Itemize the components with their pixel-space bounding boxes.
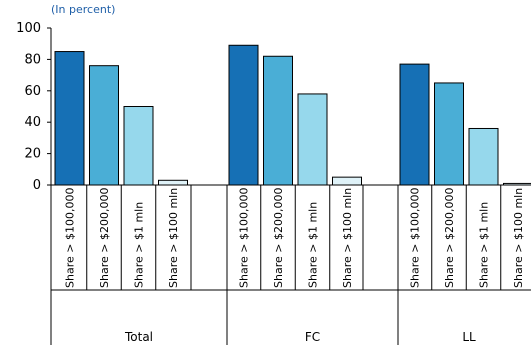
category-label: Share > $100 mln (167, 188, 180, 288)
group-label: LL (462, 330, 476, 344)
category-label: Share > $200,000 (272, 188, 285, 288)
y-tick-label: 40 (24, 115, 41, 130)
category-label: Share > $100 mln (341, 188, 354, 288)
category-label: Share > $100,000 (409, 188, 422, 288)
category-label: Share > $100,000 (238, 188, 251, 288)
bar (158, 179, 188, 186)
chart-subtitle: (In percent) (51, 3, 115, 16)
bar (228, 44, 259, 186)
category-label: Share > $1 mln (478, 202, 491, 288)
x-axis: Share > $100,000 Share > $200,000 Share > … (50, 184, 531, 345)
bar (263, 55, 293, 186)
category-label: Share > $100,000 (64, 188, 77, 288)
category-label: Share > $1 mln (133, 202, 146, 288)
category-label: Share > $200,000 (98, 188, 111, 288)
bar (123, 106, 154, 186)
bar (399, 63, 430, 186)
y-tick-label: 20 (24, 147, 41, 162)
y-tick-label: 100 (16, 21, 41, 36)
category-label: Share > $100 mln (512, 188, 525, 288)
bar (332, 176, 362, 186)
group-label: Total (124, 330, 153, 344)
category-label: Share > $200,000 (443, 188, 456, 288)
bar (468, 127, 499, 186)
bar (89, 65, 119, 186)
bar (297, 93, 328, 186)
y-tick-label: 0 (33, 178, 41, 193)
y-tick-label: 60 (24, 84, 41, 99)
y-axis: 0 20 40 60 80 100 (16, 21, 52, 193)
y-tick-label: 80 (24, 52, 41, 67)
bar (434, 82, 464, 186)
group-label: FC (305, 330, 320, 344)
bar (54, 51, 85, 186)
bars (54, 44, 531, 186)
category-label: Share > $1 mln (307, 202, 320, 288)
